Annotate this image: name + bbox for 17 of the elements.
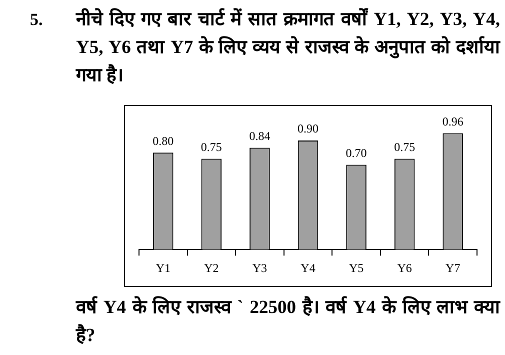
text: 5. <box>30 9 43 31</box>
x-tick-label: Y6 <box>397 260 412 275</box>
data-label: 0.96 <box>442 114 464 128</box>
x-tick-label: Y4 <box>300 260 316 275</box>
data-label: 0.75 <box>200 140 222 154</box>
data-label: 0.90 <box>298 122 318 136</box>
data-label: 0.70 <box>346 146 367 160</box>
x-tick-label: Y5 <box>348 260 364 275</box>
data-label: 0.84 <box>249 128 270 143</box>
data-label: 0.75 <box>394 140 416 154</box>
x-tick-label: Y3 <box>252 260 268 275</box>
chart-title: नीचे दिए गए बार चार्ट में सात क्रमागत वर्षों Y1, Y2, Y3, Y4, Y5, Y6 तथा Y7 के लिए व्यय से राजस्व के अनुपात को दर्शाया गया है। <box>76 7 500 88</box>
x-tick-label: Y2 <box>204 260 219 275</box>
data-label: 0.80 <box>152 134 174 148</box>
x-tick-label: Y7 <box>446 260 460 275</box>
x-tick-label: Y1 <box>156 260 170 275</box>
text: वर्ष Y4 के लिए राजस्व ` 22500 है। वर्ष Y4 के लिए लाभ क्या है? <box>76 295 500 348</box>
